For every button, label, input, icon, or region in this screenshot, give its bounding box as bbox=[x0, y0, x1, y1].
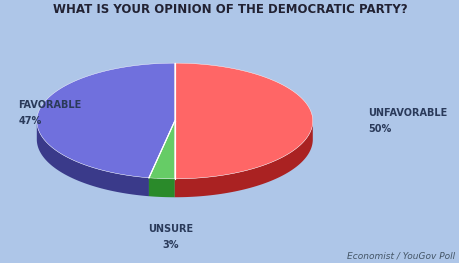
Text: 47%: 47% bbox=[18, 116, 42, 126]
Text: Economist / YouGov Poll: Economist / YouGov Poll bbox=[347, 251, 454, 260]
Text: UNFAVORABLE: UNFAVORABLE bbox=[367, 108, 446, 118]
Text: 3%: 3% bbox=[162, 240, 178, 250]
Polygon shape bbox=[149, 121, 174, 179]
Polygon shape bbox=[149, 178, 174, 197]
Polygon shape bbox=[37, 120, 149, 196]
Text: UNSURE: UNSURE bbox=[147, 224, 192, 234]
Polygon shape bbox=[174, 120, 312, 197]
Text: FAVORABLE: FAVORABLE bbox=[18, 100, 82, 110]
Text: WHAT IS YOUR OPINION OF THE DEMOCRATIC PARTY?: WHAT IS YOUR OPINION OF THE DEMOCRATIC P… bbox=[53, 3, 406, 16]
Polygon shape bbox=[174, 63, 312, 179]
Polygon shape bbox=[149, 121, 174, 196]
Polygon shape bbox=[37, 63, 174, 178]
Polygon shape bbox=[149, 121, 174, 196]
Text: 50%: 50% bbox=[367, 124, 391, 134]
